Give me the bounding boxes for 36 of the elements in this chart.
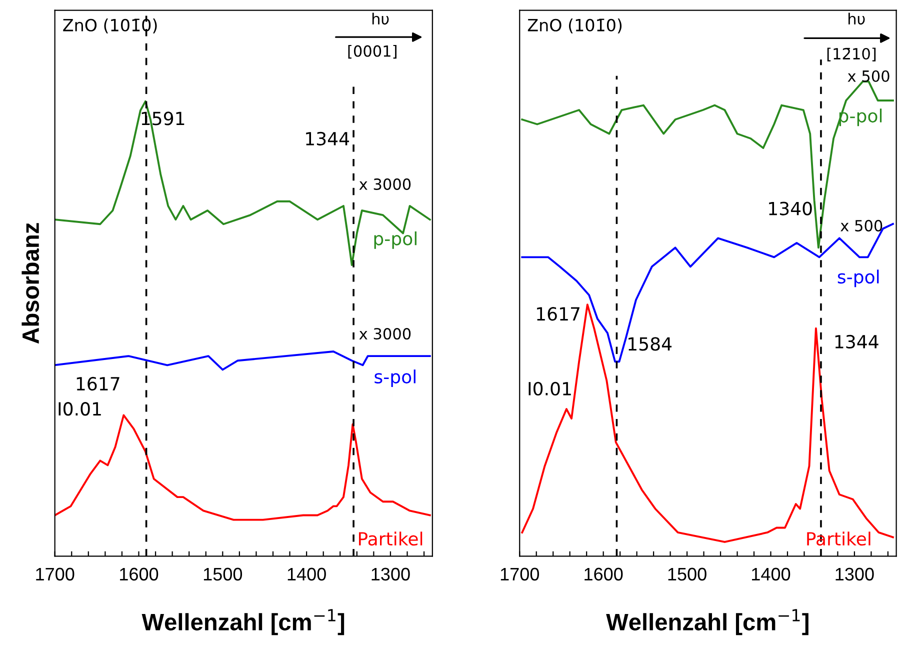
text: hυ — [372, 12, 389, 25]
text: hυ — [848, 12, 865, 25]
x-tick-label: 1300 — [372, 568, 410, 581]
x-tick-label: 1300 — [836, 568, 874, 581]
x-tick-label: 1400 — [752, 568, 790, 581]
annotation: x 500 — [848, 70, 890, 82]
text: [0001] — [348, 44, 396, 59]
annotation: x 3000 — [359, 328, 411, 340]
annotation: I0.01 — [528, 382, 571, 396]
chart-title: ZnO (101̄0) — [528, 18, 622, 34]
x-tick-label: 1700 — [500, 568, 539, 581]
series-label: Partikel — [358, 532, 422, 546]
y-axis-title: Absorbanz — [22, 223, 40, 344]
x-tick-label: 1400 — [288, 568, 326, 581]
annotation: I0.01 — [58, 402, 101, 416]
annotation: 1617 — [537, 307, 580, 321]
annotation: 1617 — [76, 376, 120, 391]
series-label: s-pol — [838, 270, 879, 288]
series-label: Partikel — [807, 532, 870, 546]
x-tick-label: 1500 — [204, 568, 242, 581]
x-tick-label: 1700 — [36, 568, 74, 581]
x-axis-title: Wellenzahl [cm$^{−1}$] — [606, 609, 808, 636]
x-axis-title: Wellenzahl [cm$^{−1}$] — [142, 609, 344, 636]
series-label: p-pol — [374, 231, 416, 249]
annotation: 1344 — [306, 132, 350, 146]
x-tick-label: 1500 — [668, 568, 706, 581]
x-tick-label: 1600 — [584, 568, 623, 581]
annotation: 1340 — [769, 202, 812, 216]
annotation: 1584 — [628, 337, 672, 351]
annotation: x 500 — [840, 220, 882, 232]
x-tick-label: 1600 — [120, 568, 158, 581]
annotation: x 3000 — [359, 178, 411, 190]
text: [12̄10] — [827, 48, 876, 62]
annotation: 1344 — [835, 334, 878, 349]
series-label: s-pol — [374, 370, 416, 387]
chart-title: ZnO (101̄0) — [63, 18, 157, 34]
